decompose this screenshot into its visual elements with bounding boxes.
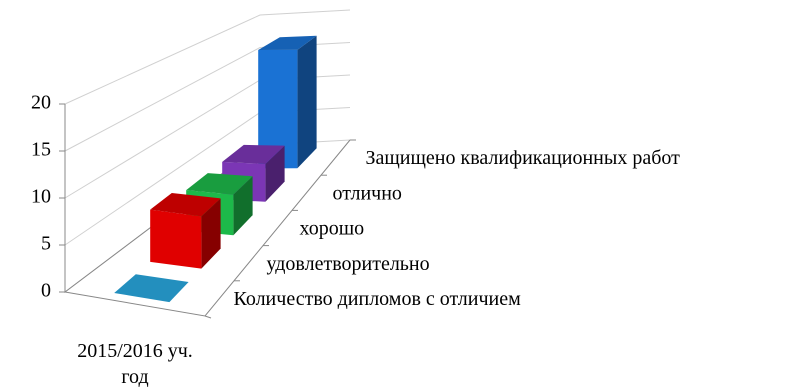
- bar-front: [258, 49, 298, 169]
- bar-front: [150, 209, 202, 269]
- legend-label: хорошо: [300, 218, 365, 240]
- legend-label: удовлетворительно: [267, 253, 430, 275]
- legend-label: Защищено квалификационных работ: [366, 147, 681, 169]
- bar-top: [258, 35, 317, 51]
- bar-side: [201, 198, 221, 269]
- y-tick-label: 15: [31, 139, 51, 161]
- grid-line: [64, 9, 351, 105]
- x-tick: [204, 315, 212, 319]
- legend-label: отлично: [333, 182, 402, 204]
- grid-line: [64, 42, 351, 152]
- y-tick-label: 0: [41, 280, 51, 302]
- bar-top: [186, 173, 253, 195]
- bar-side: [233, 176, 253, 236]
- x-tick-label: 2015/2016 уч. год: [77, 340, 193, 388]
- legend-label: Количество дипломов с отличием: [234, 288, 522, 310]
- bar-top: [150, 193, 221, 217]
- bar: [114, 274, 189, 303]
- bar-top: [114, 274, 189, 303]
- bar: [150, 193, 221, 269]
- bar-side: [297, 35, 317, 169]
- bar: [258, 35, 317, 169]
- bar-top: [222, 144, 285, 165]
- y-tick-label: 5: [41, 233, 51, 255]
- y-tick-label: 20: [31, 92, 51, 114]
- bar-side: [265, 145, 285, 202]
- y-tick-label: 10: [31, 186, 51, 208]
